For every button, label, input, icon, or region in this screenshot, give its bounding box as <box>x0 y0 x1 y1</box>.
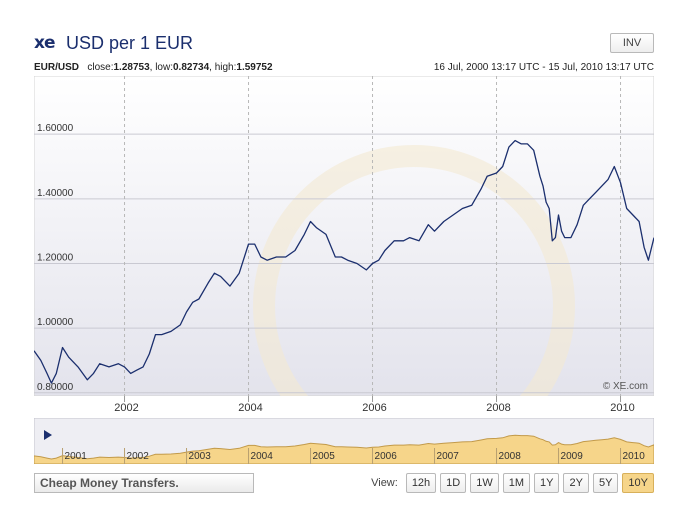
navigator-year-label: 2006 <box>375 451 398 462</box>
close-value: 1.28753 <box>113 62 150 73</box>
high-value: 1.59752 <box>236 62 273 73</box>
navigator-area <box>33 434 655 465</box>
y-tick-label: 1.00000 <box>37 317 74 328</box>
view-range-selector: View: 12h 1D 1W 1M 1Y 2Y 5Y 10Y <box>371 473 654 493</box>
line-chart[interactable]: 1.60000 1.40000 1.20000 1.00000 0.80000 © XE.… <box>33 75 655 467</box>
view-button-10y[interactable]: 10Y <box>622 473 654 493</box>
navigator-year-label: 2007 <box>437 451 460 462</box>
low-value: 0.82734 <box>172 62 210 73</box>
navigator-year-label: 2005 <box>313 451 336 462</box>
time-navigator[interactable]: 2001 2002 2003 2004 2005 2006 2007 2008 2009 2010 <box>33 417 655 465</box>
y-tick-label: 1.20000 <box>37 252 74 263</box>
view-button-1d[interactable]: 1D <box>440 473 467 493</box>
high-label: , high: <box>209 62 237 73</box>
view-button-2y[interactable]: 2Y <box>563 473 589 493</box>
view-button-1w[interactable]: 1W <box>470 473 499 493</box>
stats-line: EUR/USD close:1.28753, low:0.82734, high… <box>34 62 273 74</box>
x-tick-label: 2010 <box>610 402 634 414</box>
view-button-1m[interactable]: 1M <box>502 473 531 493</box>
stats-bar: EUR/USD close:1.28753, low:0.82734, high… <box>34 62 654 76</box>
xe-logo: xe <box>34 33 56 53</box>
x-axis: 2002 2004 2006 2008 2010 <box>34 396 654 418</box>
x-tick-label: 2004 <box>238 402 262 414</box>
chart-area[interactable]: 1.60000 1.40000 1.20000 1.00000 0.80000 © XE.… <box>33 75 655 467</box>
y-tick-label: 1.60000 <box>37 123 74 134</box>
navigator-year-label: 2003 <box>189 451 212 462</box>
navigator-year-label: 2010 <box>623 451 646 462</box>
low-label: , low: <box>149 62 173 73</box>
date-range: 16 Jul, 2000 13:17 UTC - 15 Jul, 2010 13… <box>433 62 654 73</box>
x-tick-label: 2008 <box>486 402 510 414</box>
close-label: close: <box>87 62 114 73</box>
series-line <box>33 139 655 384</box>
view-label: View: <box>371 477 398 489</box>
navigator-year-label: 2001 <box>65 451 88 462</box>
currency-pair: EUR/USD <box>34 62 80 73</box>
watermark-text: © XE.com <box>603 381 648 392</box>
invert-button[interactable]: INV <box>610 33 654 53</box>
navigator-year-label: 2002 <box>127 451 150 462</box>
x-tick-label: 2006 <box>362 402 386 414</box>
navigator-year-label: 2009 <box>561 451 584 462</box>
view-button-12h[interactable]: 12h <box>405 473 437 493</box>
chart-header: xe USD per 1 EUR INV <box>34 33 654 57</box>
y-tick-label: 0.80000 <box>37 382 74 393</box>
navigator-year-label: 2004 <box>251 451 274 462</box>
cheap-money-transfers-link[interactable]: Cheap Money Transfers. <box>34 473 254 493</box>
play-icon[interactable] <box>44 430 52 440</box>
view-button-1y[interactable]: 1Y <box>534 473 560 493</box>
x-tick-label: 2002 <box>114 402 138 414</box>
y-tick-label: 1.40000 <box>37 188 74 199</box>
view-button-5y[interactable]: 5Y <box>592 473 619 493</box>
navigator-year-label: 2008 <box>499 451 522 462</box>
page-title: USD per 1 EUR <box>66 33 194 53</box>
